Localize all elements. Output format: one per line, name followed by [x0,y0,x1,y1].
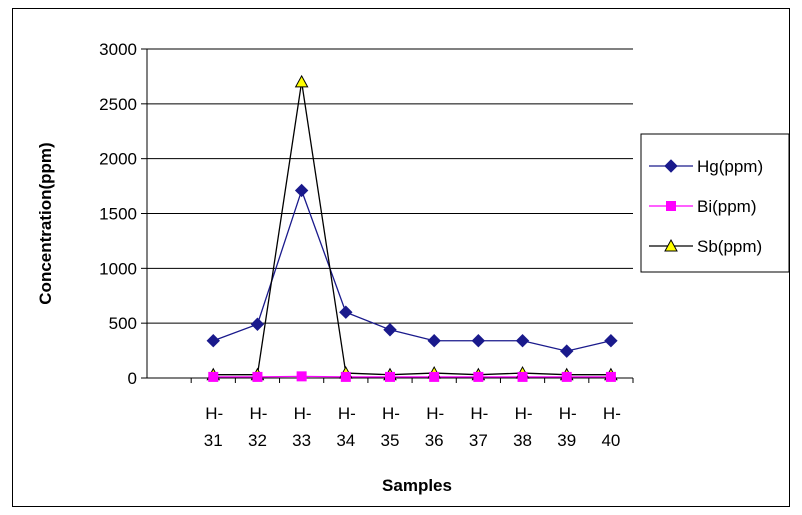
data-point-1 [561,371,572,382]
data-point-0 [339,305,353,319]
data-point-1 [340,371,351,382]
data-point-0 [294,183,309,198]
x-tick-label-bottom: 34 [336,431,355,450]
series-line-2 [213,81,611,376]
y-tick-label: 2000 [99,150,137,169]
data-point-2 [294,74,309,88]
data-point-1 [208,371,219,382]
data-point-0 [604,334,618,348]
y-axis-title: Concentration(ppm) [36,142,55,304]
legend-label: Bi(ppm) [697,197,757,216]
legend-marker [666,201,676,211]
series-line-0 [213,188,612,352]
chart-svg: 0 500 1000 1500 2000 2500 3000 H- 31 H- 32 H- 33 H- 34… [36,40,789,495]
legend-label: Hg(ppm) [697,157,763,176]
x-tick-label-bottom: 35 [381,431,400,450]
y-tick-label: 0 [128,369,137,388]
series-line-1 [213,375,611,378]
x-tick-label-top: H- [382,404,400,423]
x-tick-label-top: H- [515,404,533,423]
data-point-1 [473,371,484,382]
x-tick-label-top: H- [338,404,356,423]
x-tick-label-bottom: 37 [469,431,488,450]
data-point-1 [252,371,263,382]
legend-label: Sb(ppm) [697,237,762,256]
data-point-0 [383,323,397,337]
data-point-0 [206,334,220,348]
chart-frame: 0 500 1000 1500 2000 2500 3000 H- 31 H- 32 H- 33 H- 34… [12,8,790,507]
y-tick-label: 500 [109,314,137,333]
x-tick-label-bottom: 39 [557,431,576,450]
data-point-0 [515,334,530,348]
x-tick-label-top: H- [205,404,223,423]
x-tick-label-top: H- [294,404,312,423]
x-tick-label-top: H- [559,404,577,423]
data-point-1 [385,371,395,382]
data-point-0 [250,317,265,331]
data-point-0 [427,334,441,348]
y-tick-label: 2500 [99,95,137,114]
legend-marker [664,159,678,173]
y-tick-label: 3000 [99,40,137,59]
x-tick-label-top: H- [249,404,267,423]
data-point-1 [605,371,616,382]
x-tick-label-top: H- [426,404,444,423]
data-point-0 [471,334,486,348]
x-axis-title: Samples [382,476,452,495]
data-point-1 [296,371,307,382]
x-tick-label-bottom: 40 [601,431,620,450]
y-tick-label: 1000 [99,259,137,278]
y-tick-label: 1500 [99,205,137,224]
x-tick-label-bottom: 38 [513,431,532,450]
x-tick-label-bottom: 31 [204,431,223,450]
x-tick-label-bottom: 36 [425,431,444,450]
legend-marker [664,238,678,252]
x-tick-label-top: H- [470,404,488,423]
x-tick-label-bottom: 33 [292,431,311,450]
data-point-1 [517,371,528,382]
data-point-1 [429,371,440,382]
x-tick-label-top: H- [603,404,621,423]
data-point-0 [560,344,574,358]
x-tick-label-bottom: 32 [248,431,267,450]
